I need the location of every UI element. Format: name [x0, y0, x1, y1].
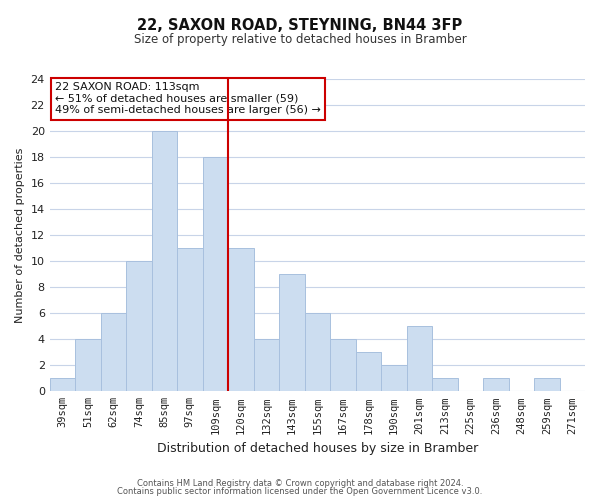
Bar: [101, 313, 126, 392]
Bar: [407, 326, 432, 392]
Bar: [305, 313, 330, 392]
Y-axis label: Number of detached properties: Number of detached properties: [15, 148, 25, 323]
Bar: [203, 157, 228, 392]
Bar: [152, 131, 177, 392]
Bar: [228, 248, 254, 392]
Bar: [126, 261, 152, 392]
Bar: [381, 366, 407, 392]
Bar: [254, 340, 279, 392]
Text: Contains public sector information licensed under the Open Government Licence v3: Contains public sector information licen…: [118, 487, 482, 496]
Text: 22 SAXON ROAD: 113sqm
← 51% of detached houses are smaller (59)
49% of semi-deta: 22 SAXON ROAD: 113sqm ← 51% of detached …: [55, 82, 321, 116]
Bar: [483, 378, 509, 392]
Bar: [330, 340, 356, 392]
Bar: [279, 274, 305, 392]
X-axis label: Distribution of detached houses by size in Bramber: Distribution of detached houses by size …: [157, 442, 478, 455]
Bar: [534, 378, 560, 392]
Text: Contains HM Land Registry data © Crown copyright and database right 2024.: Contains HM Land Registry data © Crown c…: [137, 478, 463, 488]
Bar: [75, 340, 101, 392]
Bar: [50, 378, 75, 392]
Text: Size of property relative to detached houses in Bramber: Size of property relative to detached ho…: [134, 32, 466, 46]
Bar: [177, 248, 203, 392]
Bar: [432, 378, 458, 392]
Text: 22, SAXON ROAD, STEYNING, BN44 3FP: 22, SAXON ROAD, STEYNING, BN44 3FP: [137, 18, 463, 32]
Bar: [356, 352, 381, 392]
